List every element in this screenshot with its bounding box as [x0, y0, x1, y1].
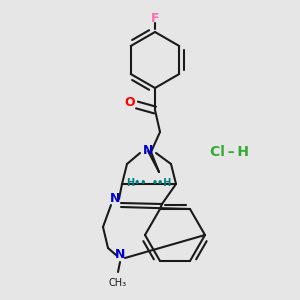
Text: H••: H•• — [126, 178, 146, 188]
Text: N: N — [143, 143, 153, 157]
Text: CH₃: CH₃ — [109, 278, 127, 288]
Text: F: F — [151, 11, 159, 25]
Text: Cl – H: Cl – H — [210, 145, 249, 159]
Text: N: N — [115, 248, 125, 260]
Text: N: N — [110, 191, 120, 205]
Text: ••H: ••H — [152, 178, 172, 188]
Text: O: O — [125, 97, 135, 110]
